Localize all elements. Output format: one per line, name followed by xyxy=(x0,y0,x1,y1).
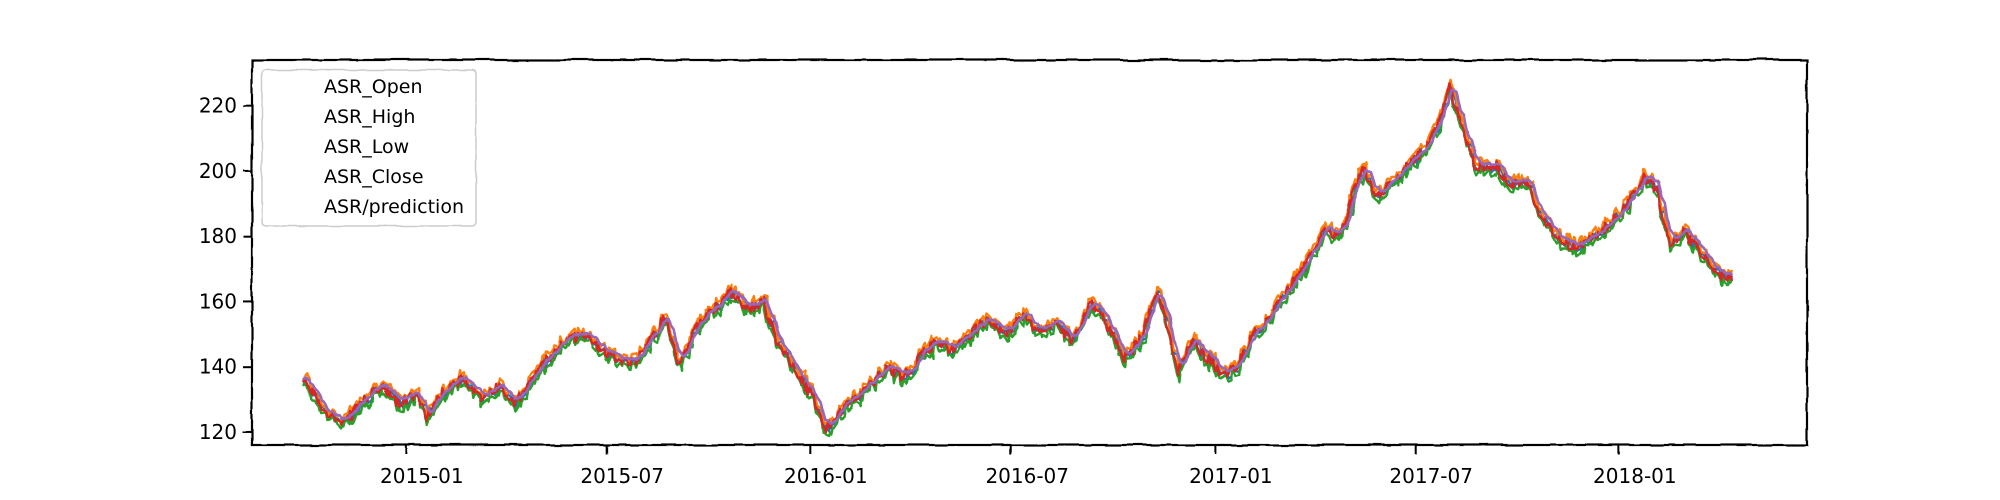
y-tick-label: 140 xyxy=(199,355,237,379)
legend: ASR_Open ASR_High ASR_Low ASR_Close ASR/pred… xyxy=(261,69,477,227)
x-tick-label: 2017-07 xyxy=(1389,464,1473,488)
y-tick-label: 180 xyxy=(199,224,237,248)
labels-layer: 120 140 160 180 200 220 2015-01 2015-07 2016-01 2… xyxy=(199,94,1677,488)
y-tick-label: 220 xyxy=(199,94,237,118)
legend-box xyxy=(261,69,477,227)
legend-label: ASR/prediction xyxy=(324,196,464,218)
series-line-asr-low xyxy=(302,92,1733,437)
legend-label: ASR_High xyxy=(324,106,415,128)
x-tick-label: 2015-01 xyxy=(380,464,464,488)
series-line-asr-close xyxy=(302,82,1733,434)
series-line-asr-open xyxy=(302,83,1733,432)
x-tick-label: 2015-07 xyxy=(580,464,664,488)
ticks-layer xyxy=(243,104,1620,454)
plot-frame xyxy=(250,58,1809,447)
series-layer xyxy=(302,78,1733,437)
y-tick-label: 160 xyxy=(199,289,237,313)
series-line-asr-high xyxy=(302,78,1733,426)
y-tick-label: 200 xyxy=(199,159,237,183)
legend-label: ASR_Close xyxy=(324,166,424,188)
x-tick-label: 2017-01 xyxy=(1189,464,1273,488)
series-line-asr-prediction xyxy=(302,89,1733,425)
legend-label: ASR_Open xyxy=(324,76,423,98)
legend-label: ASR_Low xyxy=(324,136,409,158)
x-tick-label: 2016-01 xyxy=(784,464,868,488)
y-tick-label: 120 xyxy=(199,420,237,444)
x-tick-label: 2016-07 xyxy=(985,464,1069,488)
x-tick-label: 2018-01 xyxy=(1593,464,1677,488)
